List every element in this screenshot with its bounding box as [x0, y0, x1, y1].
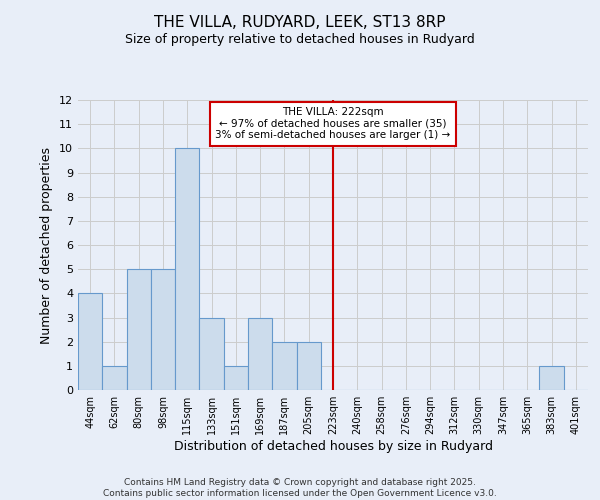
X-axis label: Distribution of detached houses by size in Rudyard: Distribution of detached houses by size …	[173, 440, 493, 453]
Bar	[127, 269, 151, 390]
Text: Contains HM Land Registry data © Crown copyright and database right 2025.
Contai: Contains HM Land Registry data © Crown c…	[103, 478, 497, 498]
Text: THE VILLA, RUDYARD, LEEK, ST13 8RP: THE VILLA, RUDYARD, LEEK, ST13 8RP	[154, 15, 446, 30]
Bar	[272, 342, 296, 390]
Bar	[175, 148, 199, 390]
Bar	[539, 366, 564, 390]
Text: THE VILLA: 222sqm
← 97% of detached houses are smaller (35)
3% of semi-detached : THE VILLA: 222sqm ← 97% of detached hous…	[215, 108, 451, 140]
Bar	[78, 294, 102, 390]
Text: Size of property relative to detached houses in Rudyard: Size of property relative to detached ho…	[125, 32, 475, 46]
Bar	[199, 318, 224, 390]
Bar	[248, 318, 272, 390]
Y-axis label: Number of detached properties: Number of detached properties	[40, 146, 53, 344]
Bar	[151, 269, 175, 390]
Bar	[296, 342, 321, 390]
Bar	[102, 366, 127, 390]
Bar	[224, 366, 248, 390]
